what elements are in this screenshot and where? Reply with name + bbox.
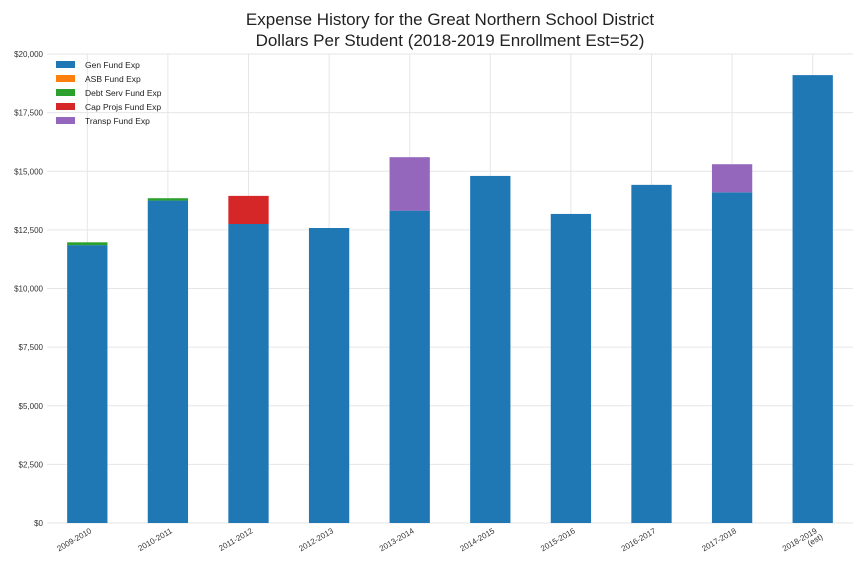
y-tick-label: $7,500 (19, 343, 44, 352)
bar-gen-fund-exp-3 (308, 227, 350, 523)
legend-label: Debt Serv Fund Exp (85, 88, 162, 98)
bar-gen-fund-exp-8 (711, 192, 753, 524)
legend-label: ASB Fund Exp (85, 74, 141, 84)
y-tick-label: $5,000 (19, 402, 44, 411)
legend-swatch (56, 75, 75, 82)
bar-transp-fund-exp-4 (389, 157, 430, 211)
y-tick-label: $15,000 (14, 167, 43, 176)
legend-swatch (56, 103, 75, 110)
bar-debt-serv-fund-exp-1 (147, 198, 189, 201)
bar-gen-fund-exp-0 (67, 245, 108, 523)
x-tick-label: 2012-2013 (297, 526, 335, 553)
bar-transp-fund-exp-8 (711, 164, 753, 193)
legend-label: Transp Fund Exp (85, 116, 150, 126)
y-tick-label: $10,000 (14, 285, 43, 294)
x-tick-label: 2009-2010 (56, 526, 94, 553)
y-tick-label: $12,500 (14, 226, 43, 235)
legend: Gen Fund Exp ASB Fund Exp Debt Serv Fund E… (56, 60, 162, 126)
legend-swatch (56, 117, 75, 124)
bar-gen-fund-exp-2 (228, 224, 269, 523)
legend-label: Gen Fund Exp (85, 60, 140, 70)
legend-swatch (56, 89, 75, 96)
x-tick-label: 2011-2012 (217, 526, 255, 553)
bar-gen-fund-exp-4 (389, 210, 430, 523)
bar-gen-fund-exp-6 (550, 213, 592, 523)
y-tick-label: $0 (34, 519, 43, 528)
y-tick-label: $20,000 (14, 50, 43, 59)
x-tick-label: 2017-2018 (700, 526, 738, 553)
legend-label: Cap Projs Fund Exp (85, 102, 161, 112)
x-tick-label: 2014-2015 (459, 526, 497, 553)
bar-debt-serv-fund-exp-0 (67, 242, 108, 246)
x-tick-label: 2015-2016 (539, 526, 577, 553)
x-tick-label: 2018-2019(est) (781, 525, 825, 560)
x-tick-label: 2010-2011 (137, 526, 175, 553)
plot-area: $0 $2,500 $5,000 $7,500 $10,000 $12,500 $15,00… (14, 50, 853, 560)
legend-swatch (56, 61, 75, 68)
y-tick-label: $2,500 (19, 460, 44, 469)
bar-gen-fund-exp-9 (792, 75, 833, 523)
chart-title-line-1: Expense History for the Great Northern S… (246, 10, 654, 29)
bar-cap-projs-fund-exp-2 (228, 195, 269, 225)
bar-gen-fund-exp-5 (470, 175, 511, 523)
bar-gen-fund-exp-1 (147, 200, 189, 523)
bar-gen-fund-exp-7 (631, 184, 672, 523)
x-tick-label: 2013-2014 (378, 526, 416, 553)
y-tick-label: $17,500 (14, 109, 43, 118)
x-tick-label: 2016-2017 (620, 526, 658, 553)
chart-title-line-2: Dollars Per Student (2018-2019 Enrollmen… (256, 31, 645, 50)
